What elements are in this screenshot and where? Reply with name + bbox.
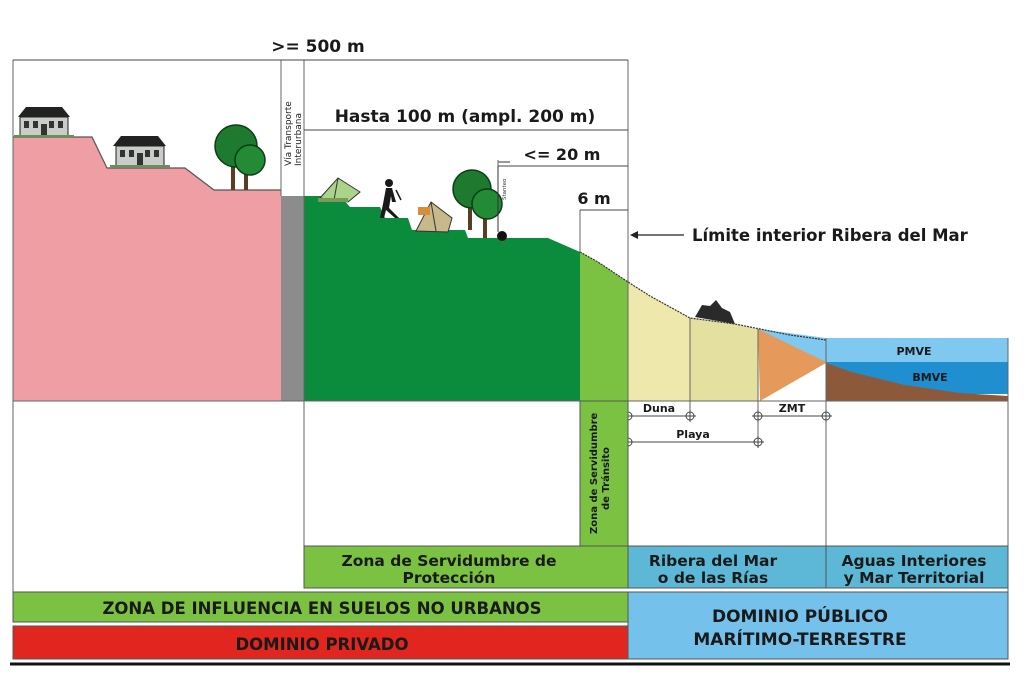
road-label-2: Interurbana	[294, 113, 304, 166]
dimension-lines	[622, 410, 832, 448]
crosshair-icon	[752, 410, 764, 422]
ribera-zone-box	[627, 545, 827, 589]
protection-zone-box	[303, 545, 629, 589]
hiker-icon	[380, 179, 402, 218]
private-band-label: DOMINIO PRIVADO	[235, 635, 408, 654]
slope-outline	[579, 251, 827, 341]
houses	[14, 107, 170, 168]
crosshair-icon	[820, 410, 832, 422]
transit-zone-label: Zona de Servidumbre	[589, 412, 600, 534]
boat-icon	[695, 300, 735, 324]
ribera-zone-label: Ribera del Mar	[649, 552, 778, 570]
measure-100m: Hasta 100 m (ampl. 200 m)	[335, 107, 596, 127]
seabed	[826, 363, 1008, 401]
pmve-label: PMVE	[896, 345, 931, 358]
terrain	[13, 136, 1008, 401]
playa-label: Playa	[676, 428, 710, 441]
transit-zone-strip	[579, 400, 629, 547]
tent-icon	[318, 177, 361, 203]
limit-label: Límite interior Ribera del Mar	[692, 226, 969, 245]
measure-500m: >= 500 m	[271, 37, 365, 57]
aguas-zone-label: Aguas Interiores	[842, 552, 987, 570]
tree-icon	[452, 169, 503, 238]
house-icon	[110, 136, 170, 168]
duna-label: Duna	[643, 402, 675, 415]
protection-zone-label: Zona de Servidumbre de	[341, 552, 556, 570]
interurban-road	[281, 196, 304, 401]
zmt-label: ZMT	[779, 402, 806, 415]
public-band-label-2: MARÍTIMO-TERRESTRE	[693, 628, 906, 650]
influence-band-label: ZONA DE INFLUENCIA EN SUELOS NO URBANOS	[102, 599, 541, 618]
crosshair-icon	[752, 436, 764, 448]
transit-zone-label-2: de Tránsito	[600, 447, 612, 510]
road-label: Vía Transporte	[284, 101, 294, 166]
public-band-label: DOMINIO PÚBLICO	[712, 605, 888, 627]
ribera-zone-label-2: o de las Rías	[658, 569, 768, 587]
tent-icon	[415, 201, 453, 233]
trees	[214, 124, 503, 238]
private-land	[13, 137, 281, 401]
dune-area	[628, 282, 690, 401]
sign-label: Stanteo	[502, 178, 508, 200]
transit-strip	[580, 252, 628, 401]
sign-icon: Stanteo	[497, 161, 510, 241]
measure-20m: <= 20 m	[524, 145, 601, 164]
crosshair-icon	[684, 410, 696, 422]
limit-arrow	[630, 231, 684, 239]
bmve-label: BMVE	[912, 371, 947, 384]
protection-land	[304, 196, 580, 401]
house-icon	[14, 107, 74, 138]
sea-high	[758, 329, 1008, 362]
tree-icon	[214, 124, 266, 190]
aguas-zone-box	[825, 545, 1009, 589]
beach-area	[690, 318, 758, 401]
tents	[318, 177, 453, 233]
measure-6m: 6 m	[577, 189, 610, 208]
measure-lines	[13, 59, 628, 211]
influence-band	[12, 591, 629, 623]
aguas-zone-label-2: y Mar Territorial	[844, 569, 985, 587]
protection-zone-label-2: Protección	[403, 569, 496, 587]
public-band	[627, 591, 1009, 660]
